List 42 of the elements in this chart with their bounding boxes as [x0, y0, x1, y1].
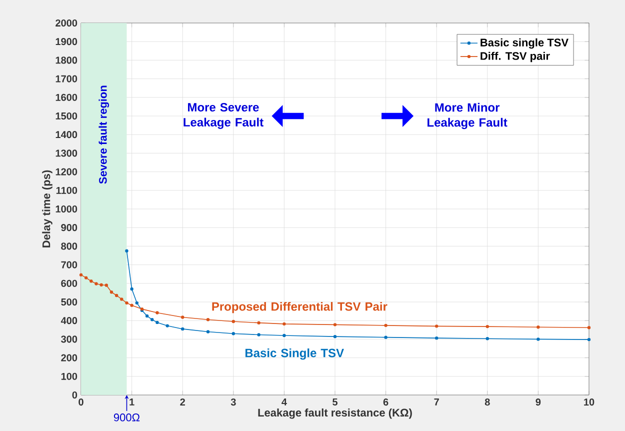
annotation: Proposed Differential TSV Pair [212, 302, 388, 314]
x-tick-label: 9 [536, 398, 541, 406]
band-label: Severe fault region [98, 86, 110, 184]
y-tick-label: 700 [61, 261, 78, 268]
x-tick-label: 1 [130, 398, 134, 406]
legend-label: Basic single TSV [480, 38, 568, 49]
x-tick-label: 8 [484, 398, 490, 406]
y-tick-label: 1700 [56, 75, 78, 82]
y-tick-label: 1400 [56, 131, 78, 138]
annotation: More Minor Leakage Fault [428, 102, 508, 130]
y-tick-label: 1000 [56, 205, 78, 213]
legend-label: Diff. TSV pair [480, 52, 550, 62]
y-tick-label: 1600 [56, 94, 78, 101]
x-tick-label: 7 [434, 398, 439, 406]
annotation: 900Ω [114, 414, 140, 422]
y-tick-label: 100 [61, 372, 78, 380]
x-tick-label: 3 [230, 398, 236, 406]
annotation: More Severe Leakage Fault [184, 103, 264, 129]
y-tick-label: 2000 [56, 19, 78, 27]
y-tick-label: 1800 [56, 56, 78, 64]
y-tick-label: 0 [72, 391, 78, 399]
x-tick-label: 10 [584, 398, 594, 406]
y-tick-label: 1500 [56, 112, 78, 120]
x-axis-title: Leakage fault resistance (KΩ) [258, 408, 412, 419]
y-tick-label: 1100 [56, 186, 78, 194]
y-tick-label: 500 [61, 298, 78, 306]
x-tick-label: 0 [78, 398, 84, 406]
y-tick-label: 200 [61, 354, 78, 362]
y-tick-label: 600 [61, 280, 78, 287]
x-tick-label: 4 [282, 398, 287, 406]
y-axis-title: Delay time (ps) [42, 170, 52, 248]
x-tick-label: 5 [332, 398, 338, 406]
x-tick-label: 2 [180, 398, 185, 406]
annotation: Basic Single TSV [245, 348, 344, 360]
y-tick-label: 900 [61, 224, 78, 232]
y-tick-label: 1300 [56, 150, 78, 157]
y-tick-label: 1200 [56, 168, 78, 176]
y-tick-label: 800 [61, 242, 78, 250]
y-tick-label: 300 [61, 336, 78, 343]
y-tick-label: 1900 [56, 38, 78, 46]
x-tick-label: 6 [383, 398, 388, 406]
y-tick-label: 400 [60, 317, 78, 324]
